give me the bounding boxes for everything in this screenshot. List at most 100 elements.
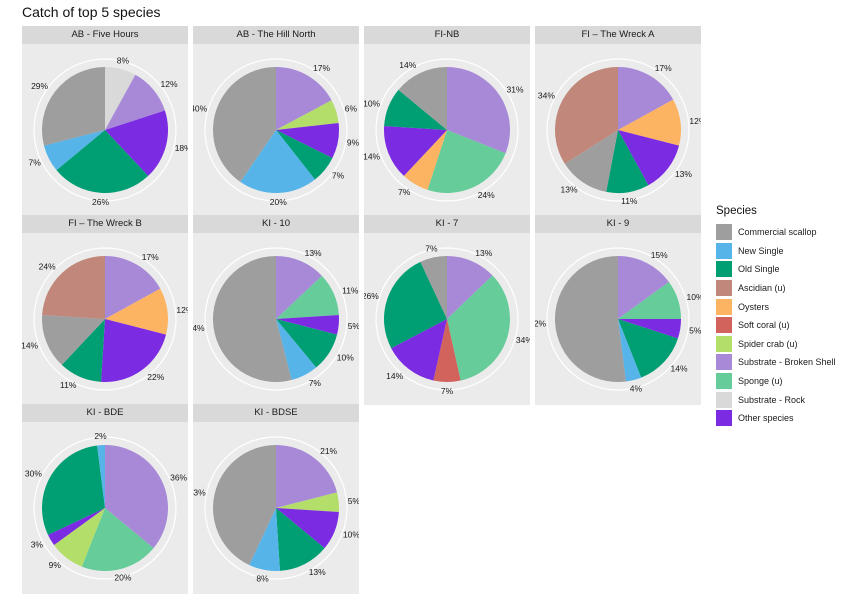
pie-slice (276, 319, 317, 381)
slice-percent-label: 18% (175, 143, 188, 153)
pie-slice (276, 275, 339, 319)
facet-strip-label: KI - 9 (535, 215, 701, 233)
legend-swatch (716, 317, 732, 334)
pie-slice (276, 256, 322, 319)
facet-strip-label: AB - The Hill North (193, 26, 359, 44)
legend-label: Soft coral (u) (738, 320, 790, 331)
polar-grid-ring (204, 247, 348, 391)
slice-percent-label: 14% (364, 152, 381, 162)
slice-percent-label: 14% (399, 60, 416, 70)
slice-percent-label: 13% (309, 567, 326, 577)
polar-grid-ring (204, 58, 348, 202)
facet-panel: KI - BDSE 21% 5% 10% 13% 8% 43% (193, 404, 359, 594)
pie-slice (101, 319, 167, 383)
slice-percent-label: 40% (193, 104, 208, 114)
slice-percent-label: 14% (22, 341, 39, 351)
pie-slice (105, 74, 165, 130)
slice-percent-label: 11% (342, 285, 359, 295)
facet-panel: KI - 9 15% 10% 5% 14% 4% 52% (535, 215, 701, 405)
polar-grid-ring (204, 436, 348, 580)
slice-percent-label: 4% (630, 384, 643, 394)
slice-percent-label: 7% (398, 187, 411, 197)
legend-label: Sponge (u) (738, 376, 783, 387)
slice-percent-label: 12% (176, 305, 188, 315)
pie-slice (403, 130, 447, 190)
legend-swatch (716, 335, 732, 352)
slice-percent-label: 7% (441, 386, 454, 396)
slice-percent-label: 10% (337, 353, 354, 363)
pie-slice (61, 319, 105, 382)
pie-slice (618, 319, 642, 382)
polar-grid-ring (33, 436, 177, 580)
pie-slice (213, 445, 276, 565)
legend-item: Soft coral (u) (716, 316, 836, 335)
slice-percent-label: 5% (348, 496, 359, 506)
pie-plot: 17% 6% 9% 7% 20% 40% (193, 58, 359, 207)
legend-label: Old Single (738, 264, 780, 275)
legend-label: New Single (738, 245, 784, 256)
pie-slice (618, 67, 674, 130)
polar-grid-ring (546, 247, 690, 391)
polar-grid-ring (33, 58, 177, 202)
facet-panel: FI – The Wreck A 17% 12% 13% 11% 13% 34% (535, 26, 701, 216)
pie-slice (54, 508, 105, 567)
pie-slice (105, 110, 169, 176)
pie-slice (447, 67, 511, 154)
slice-percent-label: 15% (651, 250, 668, 260)
pie-slice (564, 130, 618, 192)
pie-slice (398, 67, 447, 130)
pie-slice (447, 256, 493, 319)
pie-slice (240, 130, 315, 193)
slice-percent-label: 9% (49, 560, 62, 570)
facet-panel: FI-NB 31% 24% 7% 14% 10% 14% (364, 26, 530, 216)
pie-slice (42, 445, 105, 535)
pie-slice (276, 508, 325, 571)
legend-item: Commercial scallop (716, 223, 836, 242)
legend-swatch (716, 261, 732, 278)
slice-percent-label: 7% (332, 170, 345, 180)
polar-grid-ring (546, 58, 690, 202)
slice-percent-label: 11% (60, 380, 77, 390)
slice-percent-label: 13% (560, 185, 577, 195)
slice-percent-label: 3% (31, 540, 44, 550)
slice-percent-label: 5% (348, 321, 359, 331)
slice-percent-label: 5% (689, 325, 701, 335)
pie-plot: 17% 12% 13% 11% 13% 34% (538, 58, 701, 206)
slice-percent-label: 20% (114, 573, 131, 583)
pie-slice (618, 256, 669, 319)
facet-panel: FI – The Wreck B 17% 12% 22% 11% 14% 24% (22, 215, 188, 405)
slice-percent-label: 11% (621, 196, 638, 206)
facet-panel: AB - Five Hours 8% 12% 18% 26% 7% 29% (22, 26, 188, 216)
slice-percent-label: 26% (364, 291, 379, 301)
slice-percent-label: 29% (31, 81, 48, 91)
slice-percent-label: 12% (161, 79, 178, 89)
slice-percent-label: 20% (270, 197, 287, 207)
pie-slice (81, 508, 154, 572)
facet-panel: KI - 7 13% 34% 7% 14% 26% 7% (364, 215, 530, 405)
slice-percent-label: 43% (193, 487, 206, 497)
legend-label: Ascidian (u) (738, 283, 786, 294)
pie-slice (384, 89, 447, 130)
legend-item: Sponge (u) (716, 372, 836, 391)
legend-item: Ascidian (u) (716, 279, 836, 298)
pie-slice (41, 315, 105, 365)
pie-plot: 13% 11% 5% 10% 7% 54% (193, 247, 359, 391)
slice-percent-label: 2% (94, 431, 107, 441)
pie-slice (420, 256, 447, 319)
slice-percent-label: 22% (147, 372, 164, 382)
slice-percent-label: 6% (345, 104, 358, 114)
pie-slice (276, 67, 332, 130)
pie-plot: 31% 24% 7% 14% 10% 14% (364, 58, 524, 202)
pie-slice (427, 130, 506, 194)
slice-percent-label: 17% (655, 63, 672, 73)
facet-strip-label: AB - Five Hours (22, 26, 188, 44)
pie-slice (433, 319, 461, 382)
pie-slice (447, 275, 510, 381)
pie-slice (276, 445, 338, 508)
slice-percent-label: 7% (309, 378, 322, 388)
pie-slice (554, 256, 626, 382)
slice-percent-label: 8% (117, 55, 130, 65)
pie-plot: 13% 34% 7% 14% 26% 7% (364, 244, 530, 396)
pie-slice (276, 100, 339, 130)
legend-item: Substrate - Broken Shell (716, 353, 836, 372)
